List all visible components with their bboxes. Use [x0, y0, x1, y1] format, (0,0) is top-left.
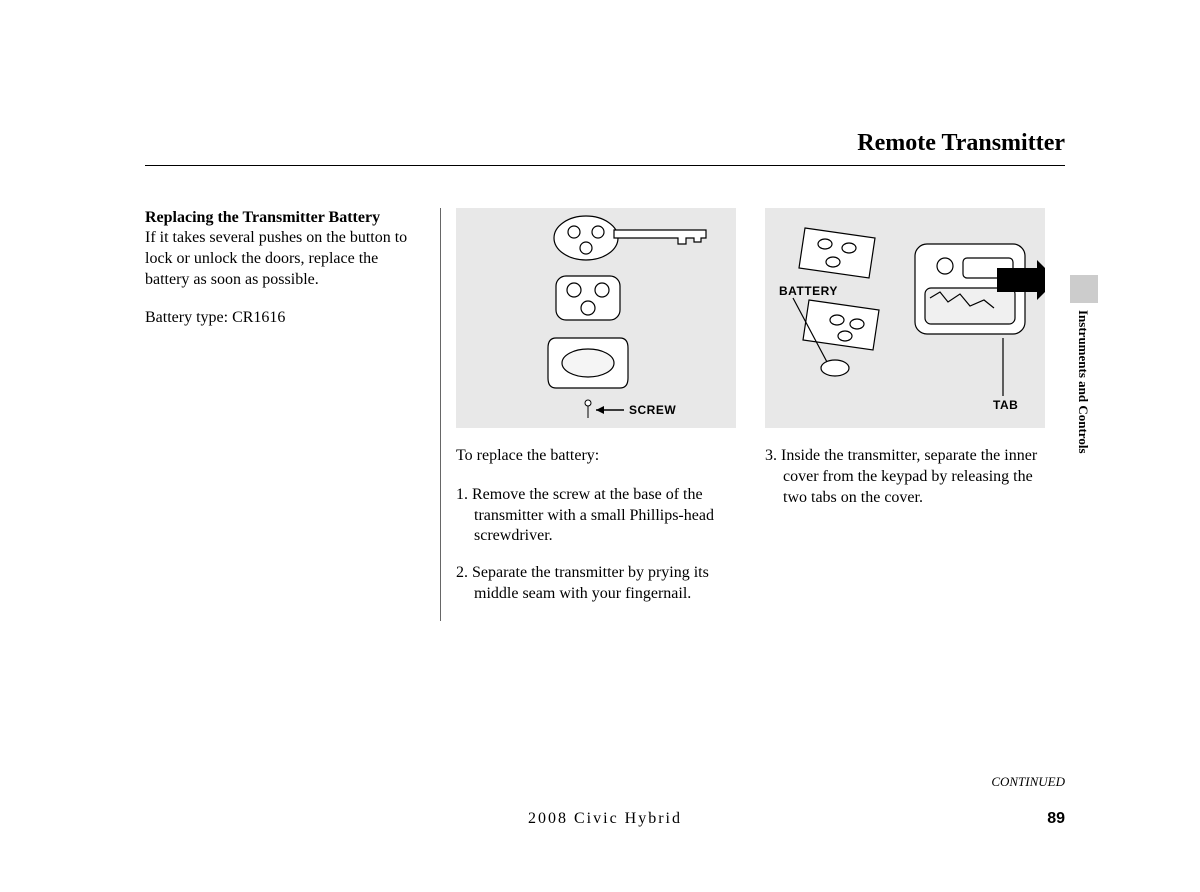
figure-label-battery: BATTERY [779, 284, 838, 298]
subheading-replace-battery: Replacing the Transmitter Battery [145, 208, 425, 228]
page-title: Remote Transmitter [145, 130, 1065, 166]
battery-type-text: Battery type: CR1616 [145, 308, 425, 329]
continued-label: CONTINUED [991, 774, 1065, 790]
figure-label-screw: SCREW [629, 403, 676, 417]
column-1: Replacing the Transmitter Battery If it … [145, 208, 440, 621]
side-tab-block [1070, 275, 1098, 303]
steps-list-col3: 3. Inside the transmitter, separate the … [765, 446, 1060, 508]
figure-screw-diagram: SCREW [456, 208, 736, 428]
figure-label-tab: TAB [993, 398, 1018, 412]
step-1: 1. Remove the screw at the base of the t… [456, 485, 735, 547]
step-3: 3. Inside the transmitter, separate the … [765, 446, 1060, 508]
column-3: BATTERY TAB 3. Inside the transmitter, s… [750, 208, 1060, 621]
battery-tab-svg [765, 208, 1045, 428]
columns-wrapper: Replacing the Transmitter Battery If it … [145, 208, 1065, 621]
intro-paragraph: If it takes several pushes on the button… [145, 228, 425, 290]
steps-list-col2: 1. Remove the screw at the base of the t… [456, 485, 735, 605]
footer-vehicle-text: 2008 Civic Hybrid [528, 810, 682, 828]
key-exploded-svg [456, 208, 736, 428]
page-content-area: Replacing the Transmitter Battery If it … [145, 208, 1065, 828]
figure-tab-diagram: BATTERY TAB [765, 208, 1045, 428]
step-2: 2. Separate the transmitter by prying it… [456, 563, 735, 605]
page-container: Remote Transmitter Replacing the Transmi… [145, 130, 1065, 828]
column-2: SCREW To replace the battery: 1. Remove … [440, 208, 750, 621]
lead-in-text: To replace the battery: [456, 446, 735, 467]
page-number: 89 [1047, 810, 1065, 828]
section-tab-label: Instruments and Controls [1075, 310, 1091, 454]
